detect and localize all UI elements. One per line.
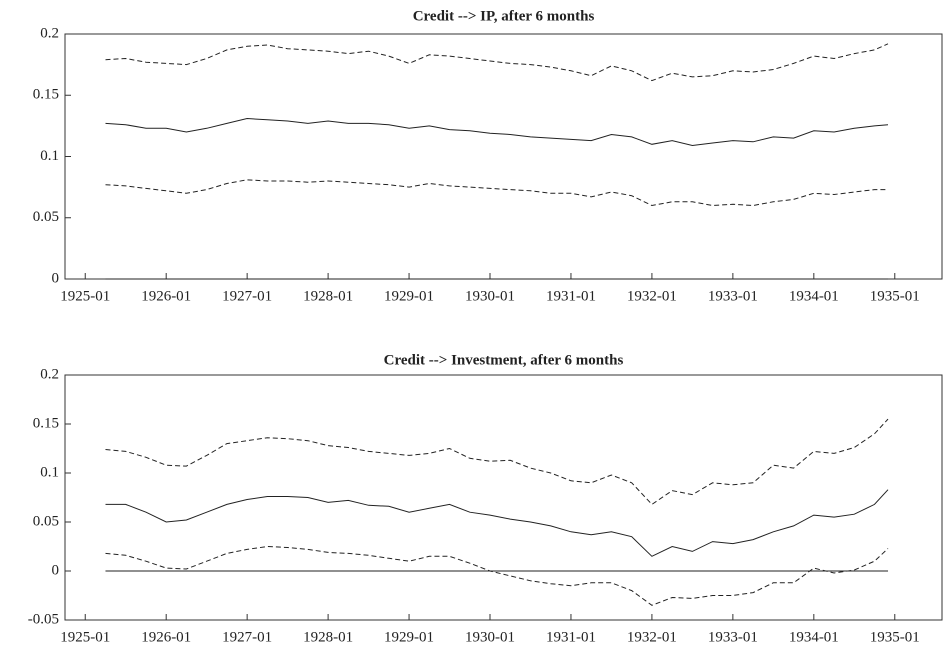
series-line (105, 489, 889, 557)
x-tick-label: 1929-01 (384, 288, 434, 304)
y-tick-label: 0 (52, 270, 60, 286)
y-tick-label: -0.05 (28, 611, 59, 627)
x-tick-label: 1930-01 (465, 288, 515, 304)
plot-frame (64, 33, 943, 280)
x-tick-label: 1929-01 (384, 629, 434, 645)
y-tick-label: 0.1 (40, 464, 59, 480)
y-tick-label: 0.05 (33, 209, 59, 225)
x-tick-label: 1925-01 (60, 629, 110, 645)
y-tick-label: 0 (52, 562, 60, 578)
x-tick-label: 1933-01 (708, 288, 758, 304)
x-tick-label: 1927-01 (222, 288, 272, 304)
x-tick-label: 1935-01 (870, 629, 920, 645)
y-tick-label: 0.15 (33, 87, 59, 103)
x-tick-label: 1931-01 (546, 288, 596, 304)
y-tick-label: 0.15 (33, 415, 59, 431)
x-tick-label: 1931-01 (546, 629, 596, 645)
y-tick-label: 0.05 (33, 513, 59, 529)
series-line (105, 545, 889, 606)
x-tick-label: 1926-01 (141, 629, 191, 645)
x-tick-label: 1934-01 (789, 629, 839, 645)
plot-frame (64, 374, 943, 621)
series-line (105, 179, 888, 207)
x-tick-label: 1932-01 (627, 288, 677, 304)
y-tick-label: 0.1 (40, 148, 59, 164)
x-tick-label: 1930-01 (465, 629, 515, 645)
x-tick-label: 1925-01 (60, 288, 110, 304)
y-tick-label: 0.2 (40, 366, 59, 382)
series-line (105, 43, 889, 82)
y-tick-label: 0.2 (40, 25, 59, 41)
x-tick-label: 1928-01 (303, 288, 353, 304)
x-tick-label: 1928-01 (303, 629, 353, 645)
x-tick-label: 1935-01 (870, 288, 920, 304)
x-tick-label: 1926-01 (141, 288, 191, 304)
chart-title: Credit --> IP, after 6 months (413, 8, 595, 24)
chart-title: Credit --> Investment, after 6 months (384, 352, 624, 368)
x-tick-label: 1927-01 (222, 629, 272, 645)
x-tick-label: 1934-01 (789, 288, 839, 304)
series-line (105, 117, 889, 147)
x-tick-label: 1933-01 (708, 629, 758, 645)
series-line (105, 418, 889, 506)
x-tick-label: 1932-01 (627, 629, 677, 645)
